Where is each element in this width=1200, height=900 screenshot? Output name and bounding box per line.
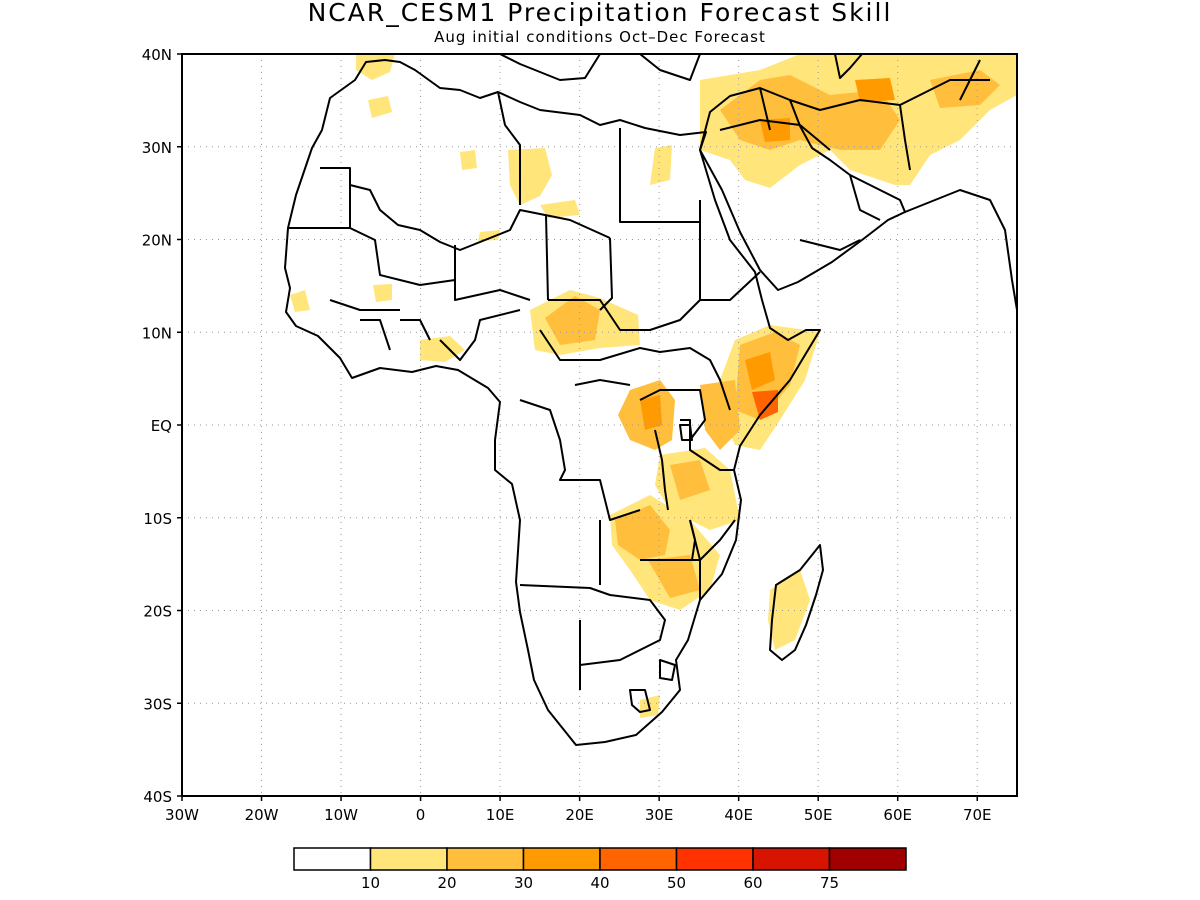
colorbar-label: 60 [743, 874, 762, 892]
country-borders-central [519, 200, 761, 521]
latitude-tick-labels: 40N 30N 20N 10N EQ 10S 20S 30S 40S [142, 46, 172, 806]
lat-tick-label: 10S [143, 510, 172, 528]
map-lines [284, 54, 1017, 746]
africa-coastline [284, 59, 821, 746]
colorbar-swatch [369, 847, 448, 871]
figure-title: NCAR_CESM1 Precipitation Forecast Skill [307, 0, 893, 27]
lon-tick-label: 20E [565, 806, 594, 824]
longitude-tick-labels: 30W 20W 10W 0 10E 20E 30E 40E 50E 60E 70E [165, 806, 991, 824]
country-borders-south [519, 519, 736, 713]
lon-tick-label: 60E [883, 806, 912, 824]
colorbar-swatch [293, 847, 372, 871]
colorbar-label: 30 [514, 874, 533, 892]
lon-tick-label: 20W [245, 806, 279, 824]
colorbar-label: 10 [361, 874, 380, 892]
colorbar-swatch [446, 847, 525, 871]
colorbar-swatch [675, 847, 754, 871]
colorbar-label: 20 [437, 874, 456, 892]
lat-tick-label: 20S [143, 603, 172, 621]
lon-tick-label: 40E [724, 806, 753, 824]
lat-tick-label: 40S [143, 788, 172, 806]
colorbar: 10 20 30 40 50 60 75 [293, 847, 907, 892]
asia-coastline [904, 189, 1017, 311]
lon-tick-label: 50E [804, 806, 833, 824]
lat-tick-label: 30S [143, 695, 172, 713]
caspian-coastline [834, 54, 863, 79]
nile-and-lakes [654, 424, 696, 561]
skill-zone-middle-east [700, 54, 1017, 188]
country-borders-west [288, 167, 531, 361]
colorbar-swatch [828, 847, 907, 871]
colorbar-swatch [752, 847, 831, 871]
colorbar-swatch [522, 847, 601, 871]
arabia-coastline [699, 87, 906, 291]
madagascar-coastline [769, 544, 824, 661]
colorbar-label: 75 [820, 874, 839, 892]
lon-tick-label: 70E [963, 806, 992, 824]
lat-tick-label: 30N [142, 139, 172, 157]
colorbar-label: 40 [590, 874, 609, 892]
lon-tick-label: 30W [165, 806, 199, 824]
lon-tick-label: 10E [486, 806, 515, 824]
colorbar-label: 50 [667, 874, 686, 892]
country-borders-north [349, 91, 700, 311]
mediterranean-coastline [499, 54, 701, 81]
lat-tick-label: 40N [142, 46, 172, 64]
skill-zone-southern-africa [610, 495, 810, 718]
figure-subtitle: Aug initial conditions Oct–Dec Forecast [434, 28, 766, 46]
lat-tick-label: EQ [151, 417, 172, 435]
skill-shading [290, 54, 1017, 718]
lat-tick-label: 10N [142, 324, 172, 342]
colorbar-swatch [599, 847, 678, 871]
lat-tick-label: 20N [142, 232, 172, 250]
lon-tick-label: 10W [324, 806, 358, 824]
axis-ticks [177, 53, 978, 801]
lon-tick-label: 0 [416, 806, 426, 824]
country-borders-middle-east [719, 59, 990, 251]
lon-tick-label: 30E [645, 806, 674, 824]
skill-zone-central-africa [290, 290, 640, 362]
